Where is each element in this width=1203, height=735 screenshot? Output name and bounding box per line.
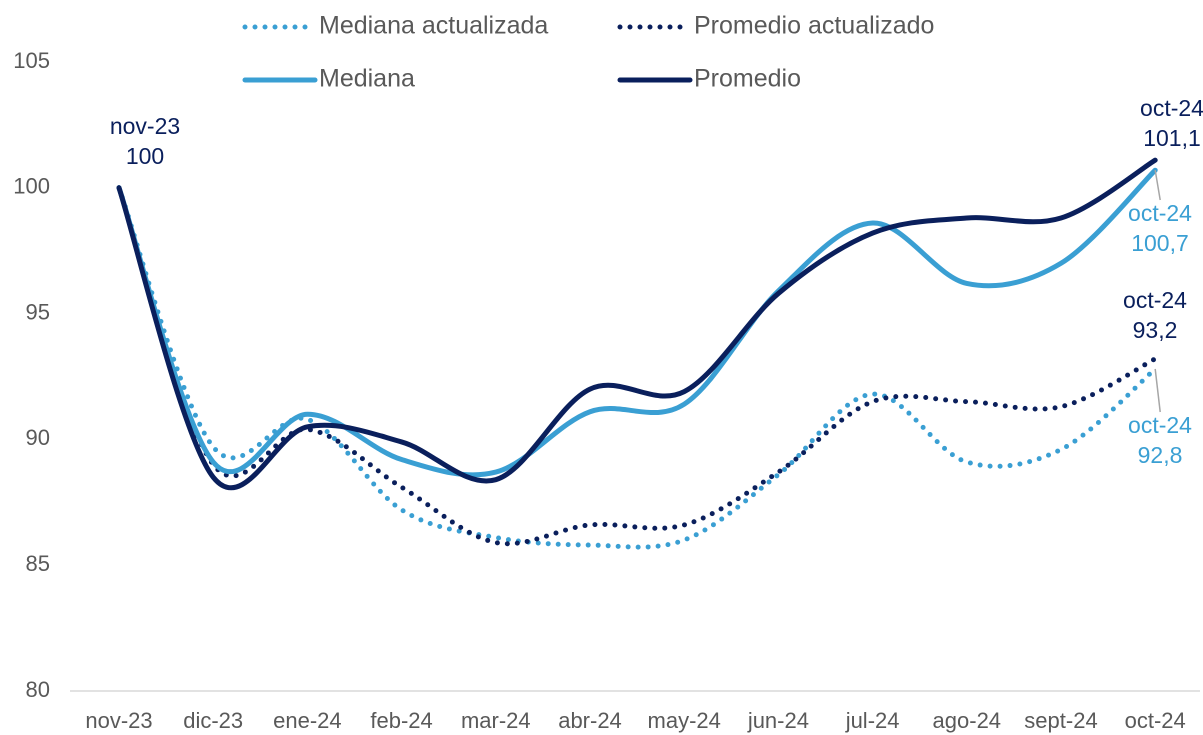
y-tick-label: 80 <box>26 677 50 702</box>
x-tick-label: feb-24 <box>370 708 432 733</box>
x-tick-label: jun-24 <box>747 708 809 733</box>
leader-line <box>1154 368 1161 413</box>
series-line <box>116 185 1158 550</box>
leader-line <box>1154 170 1161 201</box>
y-tick-label: 85 <box>26 551 50 576</box>
x-tick-label: abr-24 <box>558 708 622 733</box>
data-label: 93,2 <box>1133 317 1178 343</box>
x-tick-label: nov-23 <box>85 708 152 733</box>
x-tick-label: dic-23 <box>183 708 243 733</box>
data-label-category: oct-24 <box>1140 95 1203 121</box>
x-tick-label: ene-24 <box>273 708 342 733</box>
x-tick-label: sept-24 <box>1024 708 1097 733</box>
legend-label: Mediana <box>319 65 415 93</box>
data-label-category: oct-24 <box>1123 287 1187 313</box>
data-label: 101,1 <box>1143 125 1201 151</box>
legend-label: Promedio <box>694 65 801 93</box>
x-tick-label: jul-24 <box>845 708 900 733</box>
y-tick-label: 90 <box>26 425 50 450</box>
x-tick-label: oct-24 <box>1125 708 1186 733</box>
data-label: 100 <box>126 143 164 169</box>
series-line <box>116 167 1158 478</box>
data-label-category: oct-24 <box>1128 412 1192 438</box>
data-label-category: nov-23 <box>110 113 180 139</box>
y-tick-label: 95 <box>26 299 50 324</box>
data-label: 92,8 <box>1138 442 1183 468</box>
legend-label: Mediana actualizada <box>319 12 548 40</box>
data-label-category: oct-24 <box>1128 200 1192 226</box>
series-line <box>116 157 1158 491</box>
series-line <box>116 185 1158 547</box>
x-tick-label: mar-24 <box>461 708 531 733</box>
x-tick-label: ago-24 <box>933 708 1002 733</box>
x-tick-label: may-24 <box>648 708 721 733</box>
legend-label: Promedio actualizado <box>694 12 934 40</box>
data-label: 100,7 <box>1131 230 1189 256</box>
y-tick-label: 105 <box>13 48 50 73</box>
y-tick-label: 100 <box>13 174 50 199</box>
